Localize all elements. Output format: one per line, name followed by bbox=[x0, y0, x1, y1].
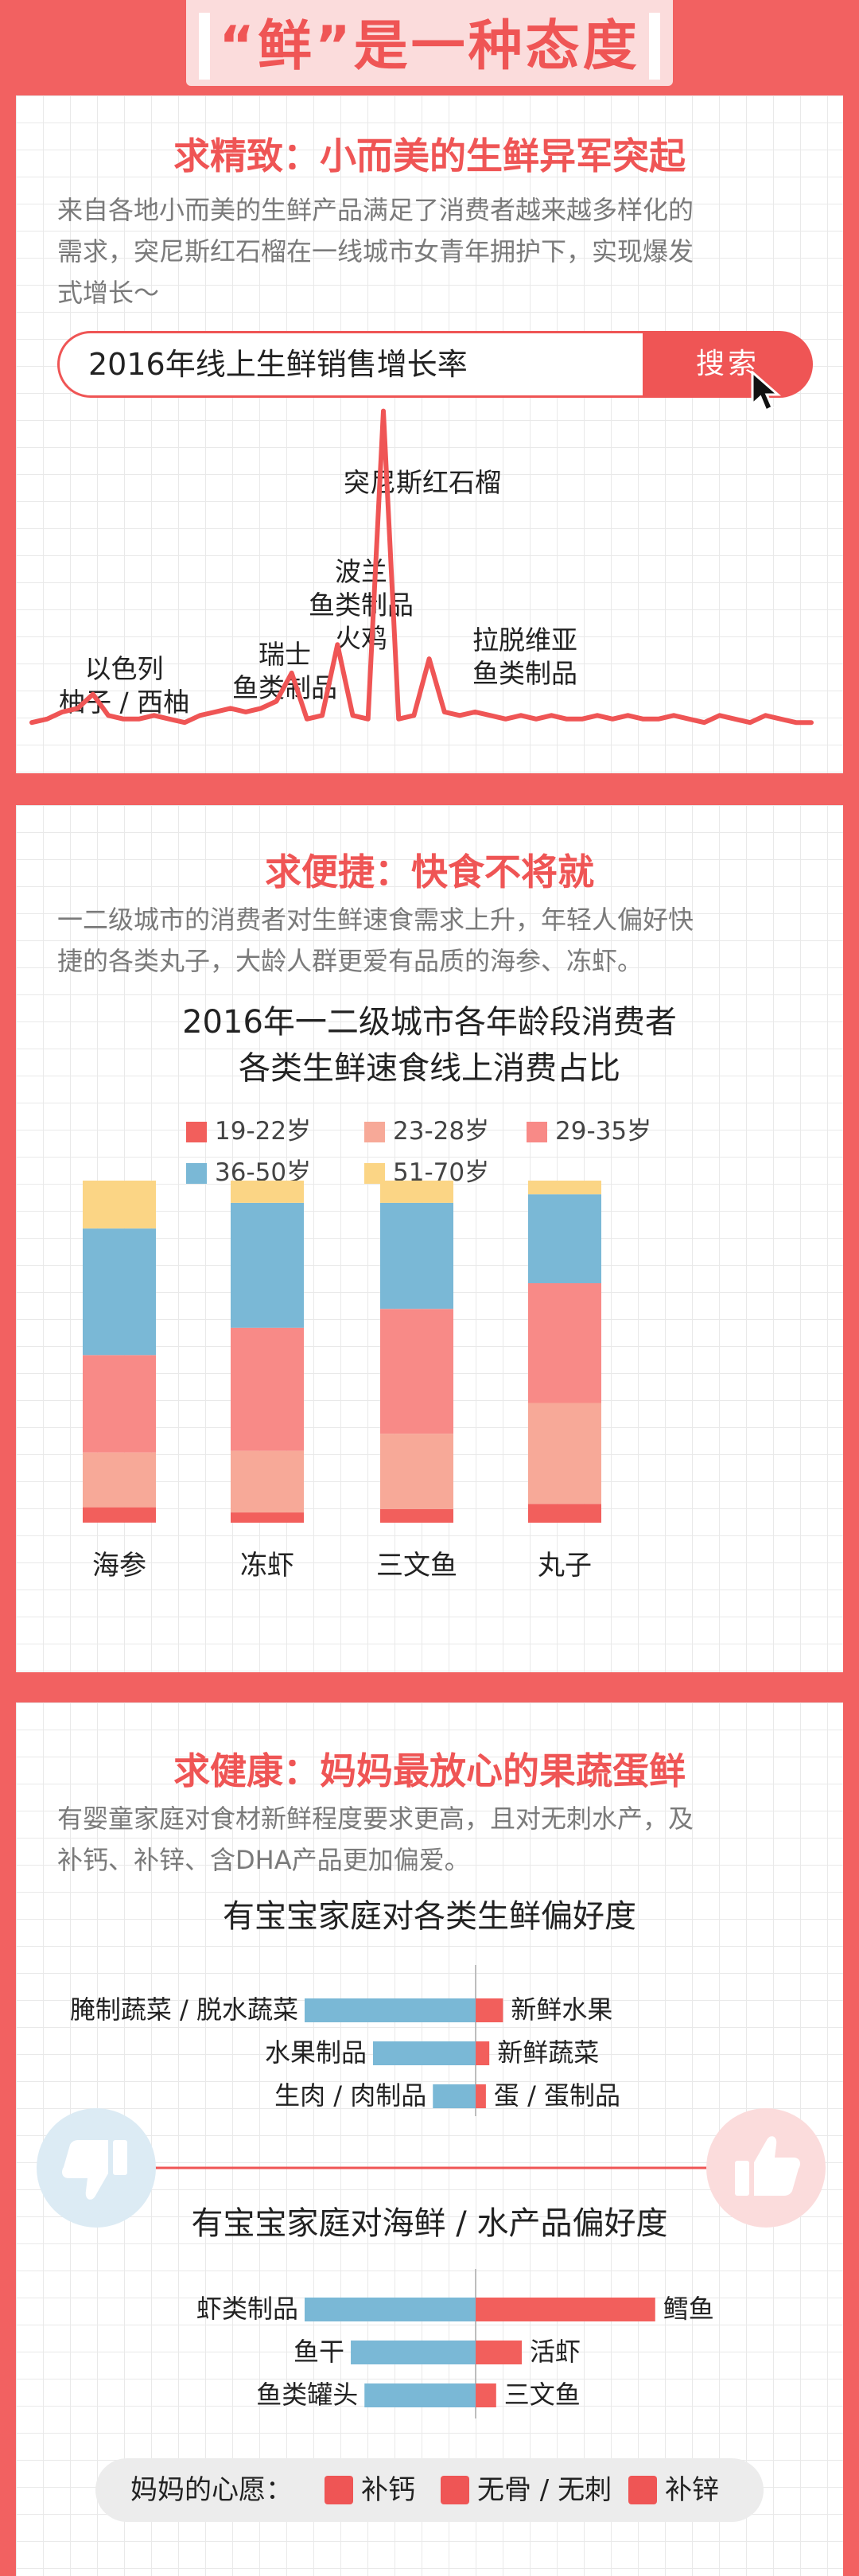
bar-segment bbox=[380, 1309, 453, 1434]
legend-swatch bbox=[186, 1163, 207, 1184]
bar-segment bbox=[83, 1452, 156, 1508]
bar-segment bbox=[231, 1512, 304, 1523]
left-category-label: 鱼干 bbox=[293, 2337, 345, 2367]
right-category-label: 三文鱼 bbox=[503, 2379, 581, 2410]
peak-label-tunisia: 突尼斯红石榴 bbox=[344, 467, 501, 498]
panel-trend: 求精致：小而美的生鲜异军突起 来自各地小而美的生鲜产品满足了消费者越来越多样化的… bbox=[16, 95, 843, 773]
bar-segment bbox=[528, 1181, 601, 1195]
right-bar bbox=[476, 2298, 655, 2321]
legend-swatch bbox=[527, 1122, 547, 1142]
left-bar bbox=[433, 2084, 476, 2108]
section-description: 有婴童家庭对食材新鲜程度要求更高，且对无刺水产，及 补钙、补锌、含DHA产品更加… bbox=[57, 1804, 694, 1875]
right-bar bbox=[476, 2084, 486, 2108]
bar-segment bbox=[380, 1202, 453, 1309]
wish-item: 补锌 bbox=[665, 2474, 719, 2506]
section-title: 求精致：小而美的生鲜异军突起 bbox=[173, 134, 686, 177]
header-band bbox=[186, 0, 673, 86]
section-description: 一二级城市的消费者对生鲜速食需求上升，年轻人偏好快 捷的各类丸子，大龄人群更爱有… bbox=[57, 905, 694, 976]
wish-label: 妈妈的心愿： bbox=[130, 2474, 293, 2506]
bar-segment bbox=[231, 1327, 304, 1451]
header-bar-left bbox=[199, 13, 210, 80]
section-description: 来自各地小而美的生鲜产品满足了消费者越来越多样化的 需求，突尼斯红石榴在一线城市… bbox=[57, 195, 694, 308]
search-query: 2016年线上生鲜销售增长率 bbox=[88, 347, 468, 382]
header-bar-right bbox=[649, 13, 660, 80]
panel-preference: 求健康：妈妈最放心的果蔬蛋鲜 有婴童家庭对食材新鲜程度要求更高，且对无刺水产，及… bbox=[16, 1702, 843, 2576]
right-bar bbox=[476, 2383, 496, 2407]
legend-swatch bbox=[186, 1122, 207, 1142]
bar-segment bbox=[83, 1181, 156, 1229]
check-icon bbox=[628, 2476, 657, 2504]
peak-label-latvia: 拉脱维亚 鱼类制品 bbox=[472, 625, 577, 689]
bar-segment bbox=[528, 1403, 601, 1504]
right-category-label: 新鲜水果 bbox=[511, 1994, 613, 2025]
bar-segment bbox=[83, 1507, 156, 1523]
left-bar bbox=[305, 1998, 476, 2022]
legend-swatch bbox=[364, 1163, 385, 1184]
section-title: 求健康：妈妈最放心的果蔬蛋鲜 bbox=[173, 1749, 686, 1792]
category-label: 三文鱼 bbox=[376, 1550, 457, 1582]
bar-segment bbox=[380, 1434, 453, 1509]
peak-label-poland: 波兰 鱼类制品 火鸡 bbox=[309, 556, 414, 654]
legend-label: 29-35岁 bbox=[555, 1117, 652, 1146]
right-category-label: 蛋 / 蛋制品 bbox=[493, 2080, 621, 2111]
stacked-bar-chart bbox=[83, 1181, 601, 1523]
chart-title: 有宝宝家庭对各类生鲜偏好度 bbox=[223, 1898, 636, 1935]
bar-segment bbox=[380, 1508, 453, 1523]
legend-label: 23-28岁 bbox=[393, 1117, 490, 1146]
category-label: 冻虾 bbox=[240, 1550, 294, 1582]
wish-item: 补钙 bbox=[361, 2474, 415, 2506]
bar-segment bbox=[380, 1181, 453, 1203]
legend-item: 23-28岁 bbox=[364, 1115, 489, 1147]
left-category-label: 腌制蔬菜 / 脱水蔬菜 bbox=[69, 1994, 298, 2025]
search-button[interactable]: 搜索 bbox=[643, 331, 813, 398]
bar-segment bbox=[231, 1181, 304, 1203]
category-label: 海参 bbox=[92, 1550, 146, 1582]
left-category-label: 鱼类罐头 bbox=[256, 2379, 359, 2410]
right-bar bbox=[476, 2341, 523, 2364]
bar-segment bbox=[83, 1228, 156, 1356]
wish-bar: 妈妈的心愿： 补钙 无骨 / 无刺 补锌 bbox=[95, 2458, 764, 2522]
trend-line bbox=[29, 408, 814, 726]
left-bar bbox=[305, 2298, 476, 2321]
left-bar bbox=[373, 2041, 476, 2065]
thumbs-down-icon bbox=[37, 2108, 156, 2228]
check-icon bbox=[441, 2476, 469, 2504]
bar-segment bbox=[528, 1283, 601, 1403]
cursor-icon bbox=[751, 371, 781, 413]
thumbs-up-icon bbox=[706, 2108, 826, 2228]
bar-segment bbox=[231, 1203, 304, 1328]
left-bar bbox=[351, 2341, 476, 2364]
right-bar bbox=[476, 2041, 490, 2065]
bar-segment bbox=[528, 1504, 601, 1523]
chart-title: 2016年一二级城市各年龄段消费者 各类生鲜速食线上消费占比 bbox=[182, 1004, 677, 1087]
left-category-label: 水果制品 bbox=[264, 2037, 367, 2068]
check-icon bbox=[325, 2476, 353, 2504]
right-category-label: 活虾 bbox=[530, 2337, 581, 2367]
wish-item: 无骨 / 无刺 bbox=[477, 2474, 612, 2506]
bar-segment bbox=[528, 1194, 601, 1283]
legend-item: 29-35岁 bbox=[527, 1115, 651, 1147]
legend-item: 19-22岁 bbox=[186, 1115, 311, 1147]
right-category-label: 鳕鱼 bbox=[663, 2294, 714, 2324]
chart-title: 有宝宝家庭对海鲜 / 水产品偏好度 bbox=[191, 2205, 668, 2242]
page-title: “鲜”是一种态度 bbox=[219, 15, 640, 78]
right-bar bbox=[476, 1998, 503, 2022]
trend-chart bbox=[29, 408, 814, 726]
section-title: 求便捷：快食不将就 bbox=[265, 850, 594, 893]
category-label: 丸子 bbox=[538, 1550, 592, 1582]
panel-stacked: 求便捷：快食不将就 一二级城市的消费者对生鲜速食需求上升，年轻人偏好快 捷的各类… bbox=[16, 805, 843, 1672]
legend-label: 19-22岁 bbox=[215, 1117, 312, 1146]
bar-segment bbox=[231, 1450, 304, 1513]
bar-segment bbox=[83, 1355, 156, 1453]
peak-label-israel: 以色列 柚子 / 西柚 bbox=[59, 653, 190, 718]
left-bar bbox=[364, 2383, 476, 2407]
legend-swatch bbox=[364, 1122, 385, 1142]
preference-chart bbox=[151, 1965, 708, 2418]
left-category-label: 虾类制品 bbox=[196, 2294, 298, 2324]
left-category-label: 生肉 / 肉制品 bbox=[274, 2080, 427, 2111]
right-category-label: 新鲜蔬菜 bbox=[497, 2037, 600, 2068]
